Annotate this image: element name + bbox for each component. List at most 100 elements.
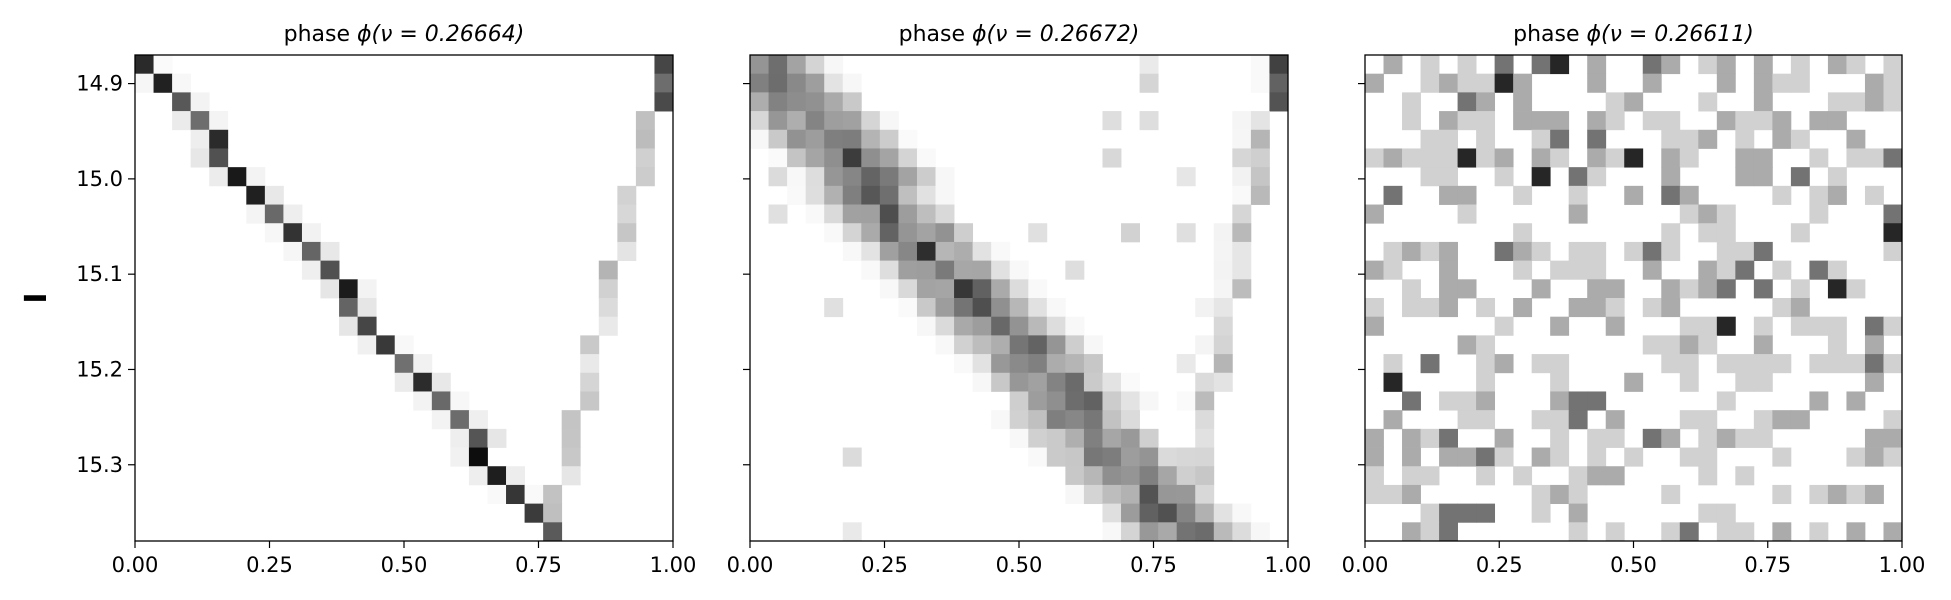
heatmap-cell [1550, 428, 1570, 448]
heatmap-cell [916, 241, 936, 262]
heatmap-cell [1065, 447, 1085, 467]
heatmap-cell [227, 167, 247, 187]
heatmap-cell [1402, 466, 1421, 486]
heatmap-cell [301, 223, 321, 243]
heatmap-cell [1083, 447, 1103, 467]
heatmap-cell [861, 223, 881, 243]
heatmap-cell [1735, 167, 1755, 187]
heatmap-cell [1809, 316, 1829, 336]
heatmap-cell [1494, 148, 1514, 168]
heatmap-cell [1213, 335, 1233, 355]
heatmap-cell [1457, 410, 1477, 430]
heatmap-cell [1568, 503, 1588, 523]
heatmap-cell [1232, 111, 1252, 131]
heatmap-cell [1809, 148, 1829, 168]
heatmap-cell [1661, 522, 1681, 542]
heatmap-cell [1809, 111, 1829, 131]
x-tick-label: 0.00 [112, 553, 159, 577]
heatmap-cell [1420, 148, 1440, 168]
heatmap-cell [1009, 391, 1029, 411]
heatmap-cell [1195, 298, 1215, 318]
heatmap-cell [357, 335, 377, 355]
heatmap-cell [768, 92, 788, 112]
heatmap-cell [1494, 447, 1514, 467]
heatmap-cell [1009, 335, 1029, 355]
heatmap-cell [935, 223, 955, 243]
heatmap-cell [1009, 428, 1029, 448]
heatmap-cell [1772, 129, 1792, 149]
heatmap-cell [1420, 241, 1440, 262]
heatmap-cell [1716, 522, 1736, 542]
heatmap-cell [861, 185, 881, 205]
heatmap-cell [1698, 279, 1718, 299]
heatmap-cell [1661, 167, 1681, 187]
heatmap-cell [190, 148, 210, 168]
heatmap-cell [1494, 73, 1514, 93]
heatmap-cell [1587, 428, 1607, 448]
heatmap-cell [1365, 298, 1384, 318]
heatmap-cell [1420, 522, 1440, 542]
heatmap-cell [750, 111, 769, 131]
heatmap-cell [1568, 167, 1588, 187]
heatmap-cell [861, 167, 881, 187]
heatmap-cell [1494, 167, 1514, 187]
heatmap-cell [898, 298, 918, 318]
heatmap-cell [972, 335, 992, 355]
y-tick-label: 15.0 [76, 167, 123, 191]
heatmap-cell [561, 410, 581, 430]
heatmap-cell [1735, 148, 1755, 168]
heatmap-cell [1402, 447, 1421, 467]
heatmap-cell [635, 148, 655, 168]
heatmap-cell [1698, 316, 1718, 336]
heatmap-cell [1457, 279, 1477, 299]
x-tick-label: 0.75 [515, 553, 562, 577]
heatmap-cell [1716, 316, 1736, 336]
heatmap-cell [1028, 447, 1048, 467]
heatmap-cell [1772, 185, 1792, 205]
heatmap-cell [1009, 410, 1029, 430]
heatmap-cell [1864, 428, 1884, 448]
heatmap-cell [1102, 447, 1122, 467]
heatmap-cell [1139, 503, 1159, 523]
heatmap-cell [1102, 503, 1122, 523]
heatmap-cell [1232, 522, 1252, 542]
heatmap-cell [1250, 522, 1270, 542]
heatmap-cell [1065, 410, 1085, 430]
heatmap-cell [1605, 466, 1625, 486]
heatmap-cell [635, 111, 655, 131]
heatmap-cell [1772, 298, 1792, 318]
heatmap-cell [617, 185, 637, 205]
heatmap-cell [1121, 372, 1140, 392]
heatmap-cell [1587, 447, 1607, 467]
heatmap-cell [1846, 55, 1866, 75]
x-tick-label: 1.00 [1265, 553, 1312, 577]
heatmap-cell [805, 148, 825, 168]
heatmap-cell [768, 129, 788, 149]
heatmap-cell [1846, 148, 1866, 168]
heatmap-cell [1046, 316, 1066, 336]
heatmap-cell [1476, 298, 1496, 318]
heatmap-cell [1250, 111, 1270, 131]
heatmap-cell [1402, 92, 1421, 112]
heatmap-cell [1772, 447, 1792, 467]
x-tick-label: 1.00 [650, 553, 697, 577]
heatmap-cell [1476, 372, 1496, 392]
heatmap-cell [935, 279, 955, 299]
heatmap-cell [1753, 92, 1773, 112]
heatmap-cell [506, 466, 525, 486]
heatmap-cell [1476, 148, 1496, 168]
heatmap-cell [1753, 167, 1773, 187]
heatmap-cell [1402, 279, 1421, 299]
panel-3: phase ϕ(ν = 0.26611) 0.00 0.25 0.50 0.75 1.00 [1342, 22, 1926, 577]
heatmap-cell [1550, 484, 1570, 505]
heatmap-cell [487, 466, 507, 486]
x-tick-label: 0.00 [727, 553, 774, 577]
heatmap-cell [935, 167, 955, 187]
heatmap-cell [861, 129, 881, 149]
heatmap-cell [1679, 372, 1699, 392]
heatmap-cell [172, 73, 192, 93]
heatmap-cell [413, 372, 433, 392]
heatmap-cell [1846, 354, 1866, 374]
heatmap-cell [1065, 316, 1085, 336]
heatmap-cell [935, 185, 955, 205]
